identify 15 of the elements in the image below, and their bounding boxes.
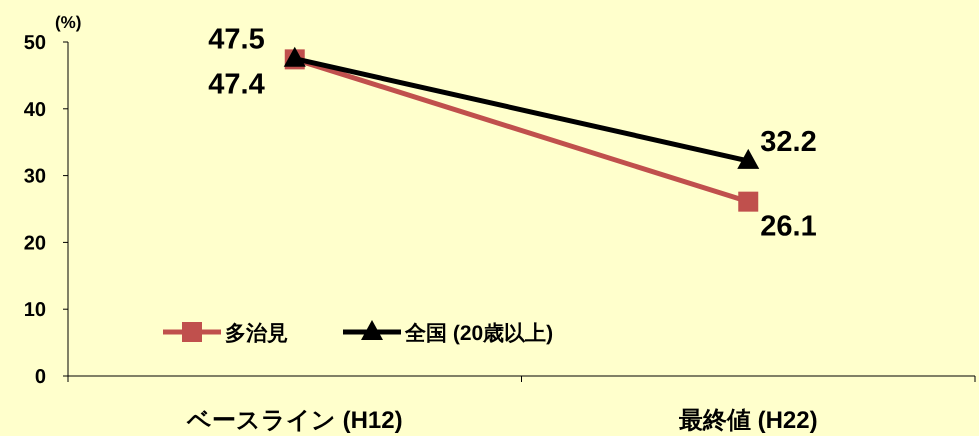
- x-tick-label: ベースライン (H12): [186, 407, 403, 434]
- y-tick-label: 0: [34, 366, 46, 388]
- data-label: 32.2: [760, 126, 817, 158]
- x-tick-label: 最終値 (H22): [678, 407, 818, 434]
- legend-label: 多治見: [225, 322, 288, 345]
- y-tick-label: 50: [24, 32, 46, 54]
- data-label: 26.1: [760, 210, 817, 243]
- data-label: 47.5: [208, 24, 265, 56]
- data-label: 47.4: [208, 68, 265, 100]
- y-tick-label: 30: [24, 166, 46, 188]
- legend-label: 全国 (20歳以上): [404, 322, 554, 345]
- y-tick-label: 40: [24, 98, 46, 121]
- y-tick-label: 20: [24, 232, 46, 254]
- y-tick-label: 10: [24, 299, 46, 322]
- y-axis-title: (%): [55, 13, 82, 32]
